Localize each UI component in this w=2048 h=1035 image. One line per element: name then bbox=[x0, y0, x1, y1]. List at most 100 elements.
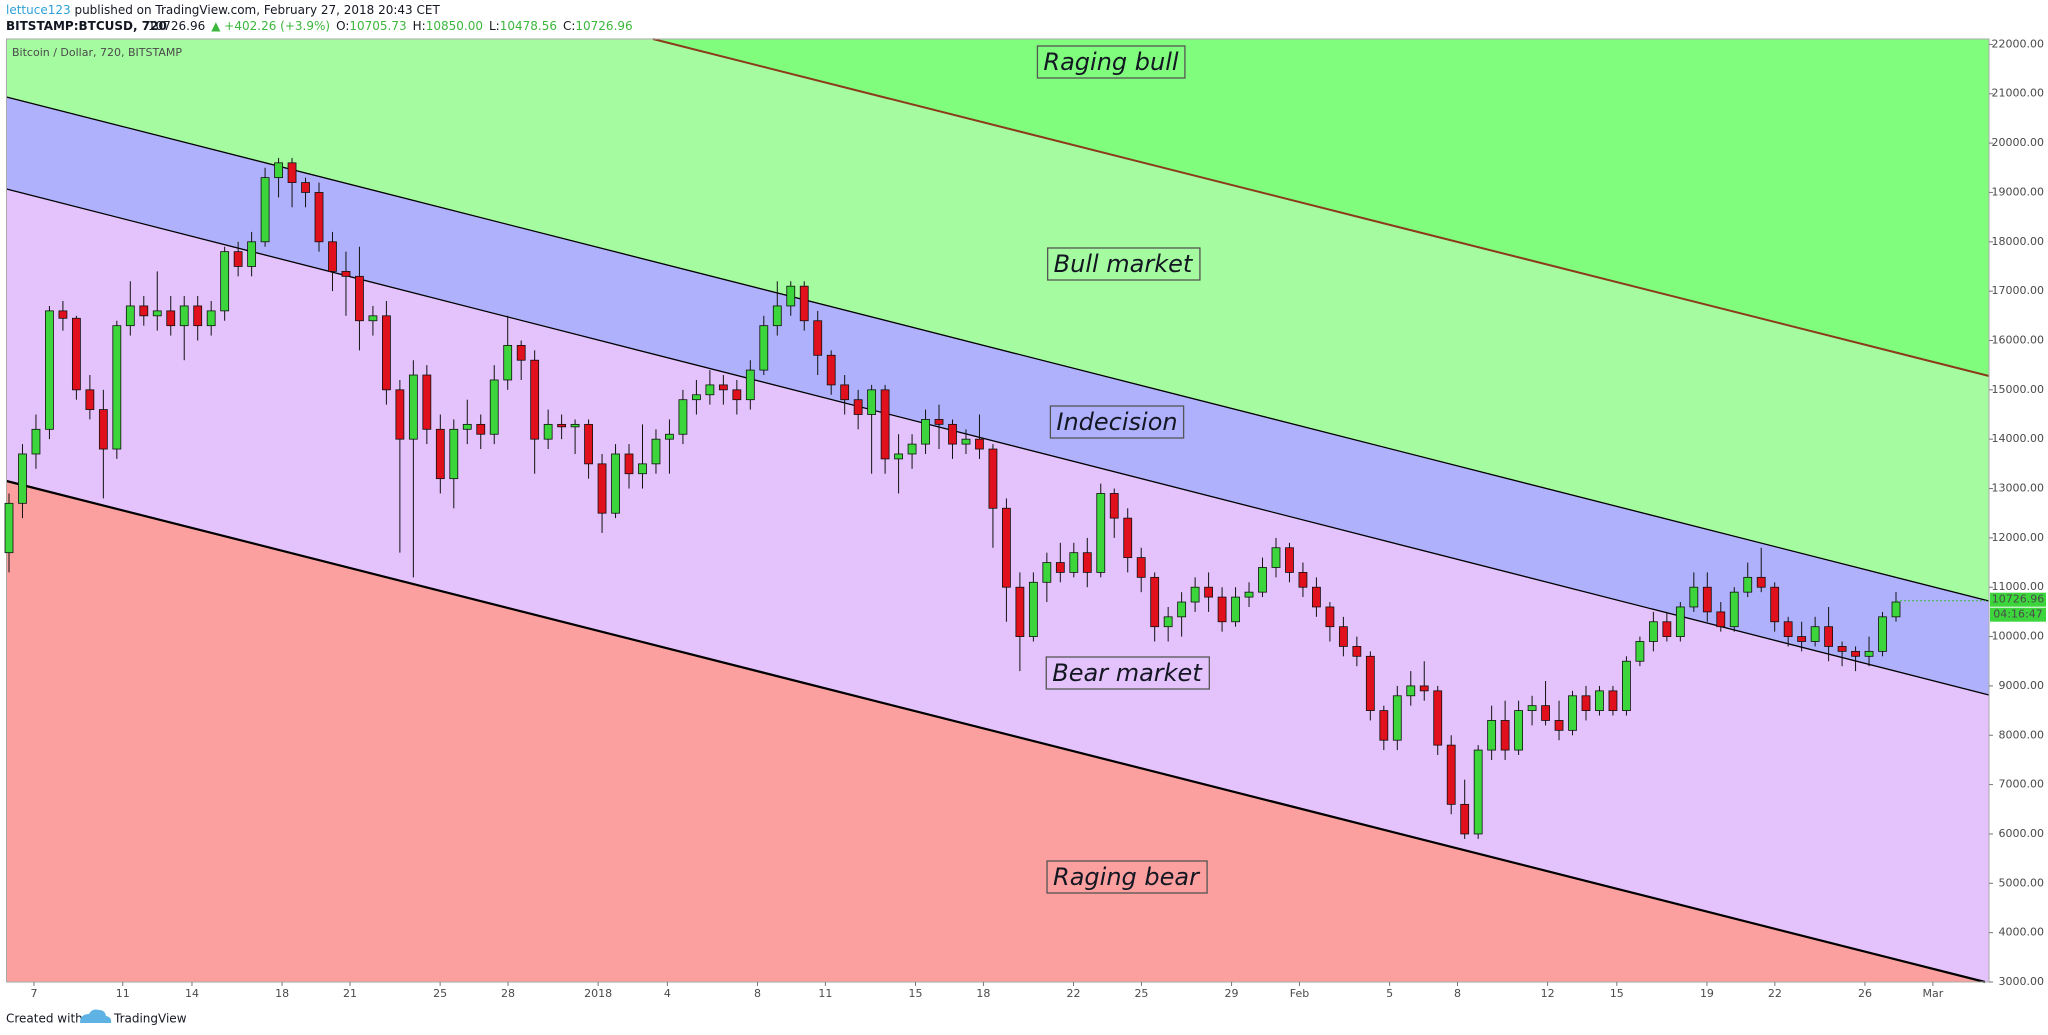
zone-label-box bbox=[1049, 405, 1185, 439]
y-tick-label: 16000.00 bbox=[1992, 333, 2045, 346]
candle-body bbox=[570, 423, 580, 428]
candle-body bbox=[206, 310, 216, 327]
zone-label: Bear market bbox=[1052, 659, 1203, 687]
candle-body bbox=[1312, 586, 1321, 608]
x-tick-label: 12 bbox=[1541, 987, 1555, 1000]
candle-body bbox=[1042, 562, 1052, 583]
candle-body bbox=[503, 345, 513, 381]
y-tick-label: 21000.00 bbox=[1992, 87, 2045, 100]
x-tick-label: 22 bbox=[1067, 987, 1081, 1000]
candle-body bbox=[611, 453, 620, 514]
candle-body bbox=[894, 453, 903, 460]
candle-body bbox=[489, 379, 499, 435]
zone-label-box bbox=[1046, 860, 1208, 894]
footer-brand[interactable]: TradingView bbox=[113, 1012, 187, 1026]
candle-body bbox=[867, 389, 877, 415]
candle-body bbox=[449, 428, 459, 480]
candle-body bbox=[1500, 720, 1510, 751]
symbol-line: BITSTAMP:BTCUSD, 720 bbox=[6, 19, 167, 33]
y-tick-label: 18000.00 bbox=[1992, 235, 2045, 248]
y-tick-label: 11000.00 bbox=[1992, 580, 2045, 593]
author[interactable]: lettuce123 bbox=[6, 3, 71, 17]
candle-body bbox=[1123, 517, 1133, 559]
candle-body bbox=[45, 310, 54, 430]
candle-body bbox=[233, 251, 243, 267]
y-tick-label: 5000.00 bbox=[1999, 876, 2045, 889]
zone-label: Indecision bbox=[1056, 408, 1177, 436]
logo-icon bbox=[80, 1009, 112, 1023]
candle-body bbox=[1190, 586, 1200, 603]
candle-body bbox=[1082, 552, 1092, 573]
candle-body bbox=[85, 389, 95, 410]
candle-body bbox=[476, 423, 486, 435]
candle-body bbox=[368, 315, 378, 322]
stats: 10726.96 ▲ +402.26 (+3.9%) O:10705.73 H:108… bbox=[148, 19, 633, 33]
candle-body bbox=[840, 384, 850, 401]
candle-body bbox=[759, 325, 769, 371]
candle-body bbox=[1177, 601, 1187, 618]
y-tick-label: 3000.00 bbox=[1999, 975, 2045, 988]
y-tick-label: 4000.00 bbox=[1999, 926, 2045, 939]
candle-body bbox=[1797, 636, 1807, 642]
zone-area bbox=[6, 97, 1989, 695]
stat-label: L: bbox=[489, 19, 500, 33]
candle-body bbox=[1392, 695, 1402, 741]
y-tick-label: 13000.00 bbox=[1992, 482, 2045, 495]
x-tick-label: Feb bbox=[1290, 987, 1309, 1000]
x-tick-label: 22 bbox=[1768, 987, 1782, 1000]
candle-body bbox=[274, 162, 283, 179]
candle-body bbox=[1244, 591, 1254, 598]
candle-body bbox=[18, 453, 27, 504]
candle-body bbox=[1446, 744, 1456, 805]
x-tick-label: 11 bbox=[116, 987, 130, 1000]
candle-body bbox=[1231, 596, 1240, 623]
stat-value: 10705.73 bbox=[349, 19, 406, 33]
candle-body bbox=[718, 384, 728, 391]
candle-body bbox=[732, 389, 742, 401]
candle-body bbox=[1217, 596, 1227, 623]
candle-body bbox=[1810, 626, 1820, 642]
candle-body bbox=[1204, 586, 1213, 598]
candle-body bbox=[193, 305, 203, 327]
candle-body bbox=[1338, 626, 1348, 647]
candle-body bbox=[435, 428, 445, 480]
candle-body bbox=[381, 315, 391, 391]
stats-line: 10726.96 ▲ +402.26 (+3.9%) O:10705.73 H:108… bbox=[148, 19, 633, 33]
candle-body bbox=[705, 384, 715, 396]
zone-label: Raging bear bbox=[1053, 863, 1201, 891]
candle-body bbox=[1096, 493, 1106, 573]
candle-body bbox=[826, 354, 836, 386]
x-tick-label: 15 bbox=[1610, 987, 1624, 1000]
candle-body bbox=[314, 192, 324, 243]
stat-value: 10726.96 bbox=[575, 19, 632, 33]
candle-body bbox=[1365, 655, 1375, 711]
candle-body bbox=[1487, 720, 1497, 751]
candle-body bbox=[1554, 720, 1564, 731]
candle-body bbox=[907, 443, 917, 455]
candle-body bbox=[179, 305, 189, 327]
tv-logo[interactable] bbox=[80, 1009, 112, 1024]
candle-body bbox=[624, 453, 634, 475]
candle-body bbox=[1527, 705, 1537, 711]
zone-label-box bbox=[1045, 656, 1210, 690]
candle-body bbox=[1635, 641, 1645, 662]
candle-body bbox=[166, 310, 176, 327]
candle-body bbox=[1069, 552, 1079, 573]
trend-line bbox=[6, 96, 1990, 602]
candle-body bbox=[638, 463, 647, 475]
x-tick-label: 18 bbox=[275, 987, 289, 1000]
candle-body bbox=[799, 285, 809, 322]
candle-body bbox=[1595, 690, 1604, 711]
candle-body bbox=[745, 369, 755, 401]
x-tick-label: 26 bbox=[1858, 987, 1872, 1000]
candle-body bbox=[1473, 749, 1483, 835]
y-tick-label: 10000.00 bbox=[1992, 630, 2045, 643]
candle-body bbox=[260, 177, 270, 243]
candle-body bbox=[1568, 695, 1577, 731]
y-tick-label: 12000.00 bbox=[1992, 531, 2045, 544]
candle-body bbox=[1851, 650, 1860, 657]
candle-body bbox=[1756, 576, 1766, 588]
candle-body bbox=[584, 423, 593, 465]
x-tick-label: 5 bbox=[1386, 987, 1393, 1000]
candle-body bbox=[1109, 493, 1119, 519]
